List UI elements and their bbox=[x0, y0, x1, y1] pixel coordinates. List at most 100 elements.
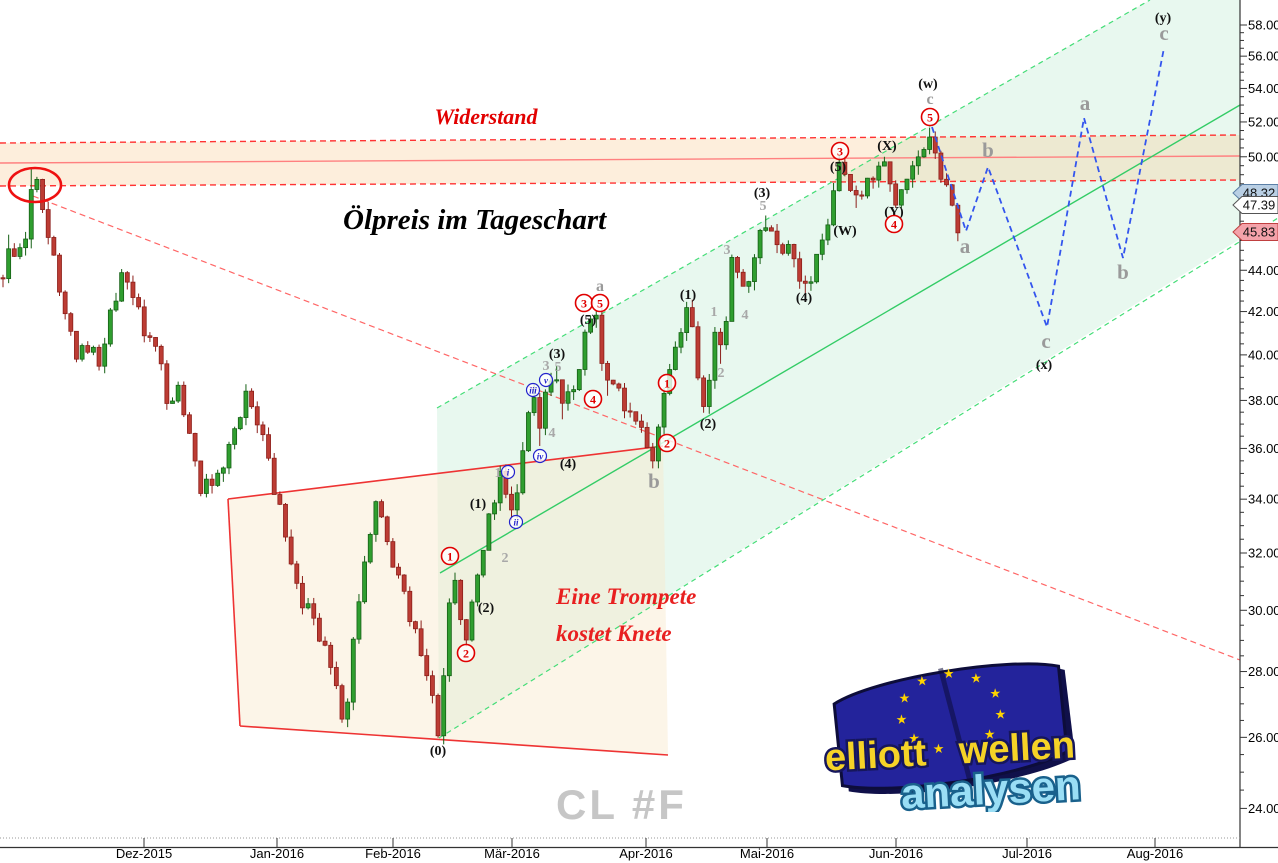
candle-body bbox=[543, 391, 548, 429]
logo-word-analysen: analysen bbox=[900, 761, 1082, 812]
candle-body bbox=[34, 178, 40, 190]
resistance-mid-solid bbox=[0, 155, 1241, 164]
wave-circle bbox=[538, 372, 554, 388]
eu-star-icon: ★ bbox=[908, 730, 920, 746]
candle-body bbox=[96, 346, 102, 367]
candle-body bbox=[938, 152, 944, 180]
candle-body bbox=[882, 161, 887, 167]
candle-body bbox=[429, 675, 435, 696]
wave-label: (2) bbox=[478, 601, 495, 616]
candle-body bbox=[814, 253, 819, 283]
eu-star-icon: ★ bbox=[898, 690, 910, 706]
wave-label-red-circled: 1 bbox=[657, 373, 677, 393]
wave-circle-text: ii bbox=[513, 518, 519, 528]
candle-body bbox=[475, 574, 481, 603]
candle-body bbox=[740, 271, 746, 287]
candle-body bbox=[825, 224, 831, 241]
candle-body bbox=[226, 443, 232, 469]
layer-band bbox=[0, 134, 1241, 187]
eu-star-icon: ★ bbox=[994, 706, 1006, 722]
wave-label: c bbox=[926, 91, 933, 108]
y-axis-label: 38.00 bbox=[1248, 393, 1278, 408]
eu-stars-icon: ★ ★★★★★★★★★★ bbox=[895, 666, 1006, 757]
candle-body bbox=[627, 410, 633, 413]
candle-body bbox=[819, 239, 825, 255]
y-axis-label: 30.00 bbox=[1248, 603, 1278, 618]
candle-body bbox=[763, 227, 769, 231]
candle-body bbox=[797, 258, 803, 282]
candle-body bbox=[0, 277, 6, 280]
wave-circle bbox=[657, 433, 677, 453]
trumpet-annotation: Eine Trompete kostet Knete bbox=[556, 578, 696, 652]
wave-label: b bbox=[1117, 260, 1129, 284]
trumpet-left-edge bbox=[227, 498, 241, 727]
x-axis-label: Dez-2015 bbox=[116, 846, 172, 861]
candle-body bbox=[23, 238, 29, 249]
logo-flag-group: ★ ★★★★★★★★★★ elliott wellen analysen bbox=[821, 662, 1082, 812]
wave-label: 3 bbox=[543, 359, 550, 374]
candle-body bbox=[486, 513, 492, 551]
wave-label: 4 bbox=[742, 308, 749, 323]
candle-body bbox=[701, 377, 706, 407]
trumpet-annotation-line1: Eine Trompete bbox=[556, 584, 697, 609]
wave-circle-text: iv bbox=[537, 452, 545, 462]
y-axis-label: 40.00 bbox=[1248, 347, 1278, 362]
candle-body bbox=[260, 424, 266, 436]
wave-label: 3 bbox=[724, 243, 731, 258]
y-axis-label: 32.00 bbox=[1248, 545, 1278, 560]
wave-label-blue-circled: iv bbox=[532, 448, 548, 464]
candle-body bbox=[181, 384, 187, 416]
candle-body bbox=[17, 247, 23, 257]
wave-label: a bbox=[960, 234, 971, 258]
candle-body bbox=[45, 209, 51, 238]
wave-circle-text: i bbox=[507, 468, 510, 478]
candle-body bbox=[559, 379, 565, 404]
candle-body bbox=[107, 309, 113, 345]
x-axis-label: Aug-2016 bbox=[1127, 846, 1183, 861]
candle-body bbox=[893, 183, 899, 206]
wave-label: (y) bbox=[1155, 11, 1172, 26]
wave-label: (5) bbox=[580, 313, 597, 328]
candle-body bbox=[6, 248, 12, 279]
candle-body bbox=[870, 177, 876, 181]
candle-body bbox=[887, 161, 893, 185]
candle-body bbox=[746, 281, 752, 287]
wave-label-red-circled: 2 bbox=[657, 433, 677, 453]
wave-label: b bbox=[982, 138, 994, 162]
x-axis-label: Jan-2016 bbox=[250, 846, 304, 861]
candle-body bbox=[802, 280, 808, 284]
candle-body bbox=[571, 389, 577, 393]
x-axis-label: Jul-2016 bbox=[1002, 846, 1052, 861]
candle-body bbox=[345, 701, 351, 720]
candle-body bbox=[599, 314, 605, 364]
candle-body bbox=[565, 391, 571, 404]
candle-body bbox=[706, 379, 712, 407]
candle-body bbox=[136, 297, 142, 308]
candle-body bbox=[316, 617, 322, 642]
resistance-band-fill bbox=[0, 135, 1240, 186]
candle-body bbox=[158, 345, 164, 365]
candle-body bbox=[147, 335, 153, 338]
green-dashed-lower bbox=[438, 217, 1278, 739]
candle-body bbox=[113, 300, 119, 311]
wave-label-red-circled: 5 bbox=[920, 107, 940, 127]
candle-body bbox=[57, 254, 62, 293]
candle-body bbox=[130, 281, 136, 298]
candle-body bbox=[68, 313, 74, 332]
candle-body bbox=[650, 447, 656, 462]
candle-body bbox=[729, 257, 735, 322]
candle-body bbox=[791, 244, 797, 260]
candle-body bbox=[85, 345, 91, 353]
y-axis-label: 36.00 bbox=[1248, 441, 1278, 456]
wave-label-red-circled: 4 bbox=[884, 214, 904, 234]
candle-body bbox=[294, 563, 300, 584]
candle-body bbox=[254, 406, 260, 426]
candle-body bbox=[910, 165, 916, 180]
candle-body bbox=[446, 602, 452, 677]
candle-body bbox=[757, 229, 763, 259]
candle-body bbox=[480, 549, 486, 576]
y-axis-label: 52.00 bbox=[1248, 114, 1278, 129]
candle-body bbox=[616, 383, 622, 389]
candle-body bbox=[62, 291, 68, 315]
